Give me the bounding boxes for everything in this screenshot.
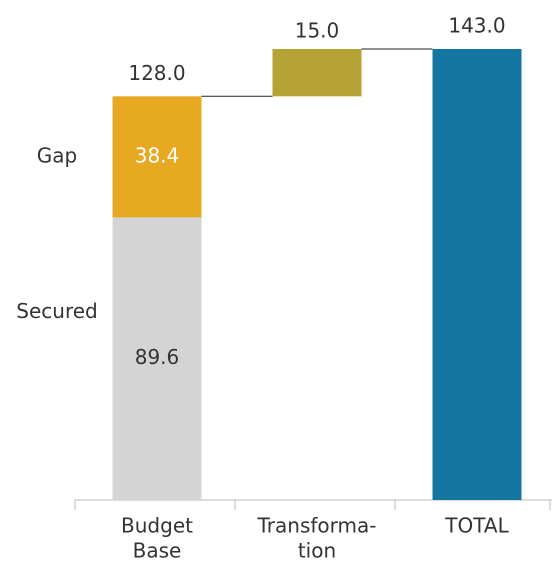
x-tick-label: Budget [121, 514, 193, 538]
series-label: Secured [16, 299, 97, 323]
bar-segment [112, 96, 202, 218]
segment-label: 89.6 [135, 345, 180, 369]
x-tick-label: Base [133, 539, 182, 563]
x-tick-label: Transforma- [257, 514, 377, 538]
total-label: 128.0 [128, 61, 185, 85]
value-label: 143.0 [448, 14, 505, 38]
x-tick-label: tion [298, 539, 336, 563]
bar [272, 49, 362, 97]
segment-label: 38.4 [135, 143, 180, 167]
bar [432, 49, 522, 500]
x-tick-label: TOTAL [444, 514, 509, 538]
bar-segment [112, 217, 202, 500]
value-label: 15.0 [295, 19, 340, 43]
series-label: Gap [37, 143, 77, 167]
